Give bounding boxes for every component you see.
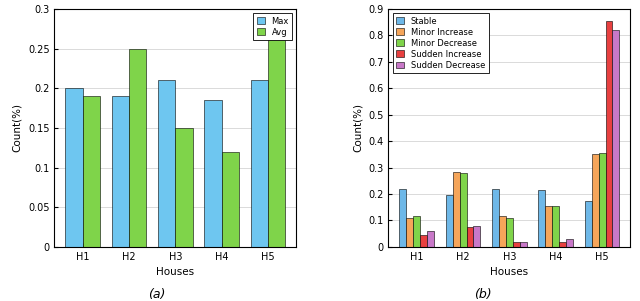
Bar (129, 49, 147, 247)
Bar (221, 152, 239, 247)
X-axis label: Houses: Houses (490, 267, 529, 277)
Bar (591, 154, 598, 247)
Bar (413, 216, 420, 247)
Bar (538, 190, 545, 247)
Bar (399, 189, 406, 247)
Bar (427, 231, 434, 247)
Bar (445, 194, 452, 247)
Bar (520, 242, 527, 247)
Bar (467, 227, 474, 247)
Bar (598, 153, 605, 247)
Bar (251, 80, 268, 247)
X-axis label: Houses: Houses (156, 267, 195, 277)
Bar (83, 96, 100, 247)
Bar (559, 242, 566, 247)
Bar (499, 216, 506, 247)
Bar (545, 206, 552, 247)
Bar (566, 239, 573, 247)
Text: (b): (b) (474, 288, 492, 301)
Bar (605, 21, 612, 247)
Bar (268, 21, 285, 247)
Y-axis label: Count(%): Count(%) (12, 104, 22, 152)
Bar (612, 30, 620, 247)
Bar (513, 242, 520, 247)
Bar (474, 226, 481, 247)
Bar (506, 218, 513, 247)
Bar (158, 80, 175, 247)
Bar (175, 128, 193, 247)
Bar (65, 88, 83, 247)
Bar (492, 189, 499, 247)
Bar (552, 206, 559, 247)
Legend: Max, Avg: Max, Avg (253, 13, 292, 40)
Y-axis label: Count(%): Count(%) (353, 104, 363, 152)
Bar (406, 218, 413, 247)
Text: (a): (a) (148, 288, 166, 301)
Bar (204, 100, 221, 247)
Bar (585, 200, 591, 247)
Bar (452, 172, 460, 247)
Bar (420, 235, 427, 247)
Legend: Stable, Minor Increase, Minor Decrease, Sudden Increase, Sudden Decrease: Stable, Minor Increase, Minor Decrease, … (392, 13, 488, 73)
Bar (460, 173, 467, 247)
Bar (112, 96, 129, 247)
